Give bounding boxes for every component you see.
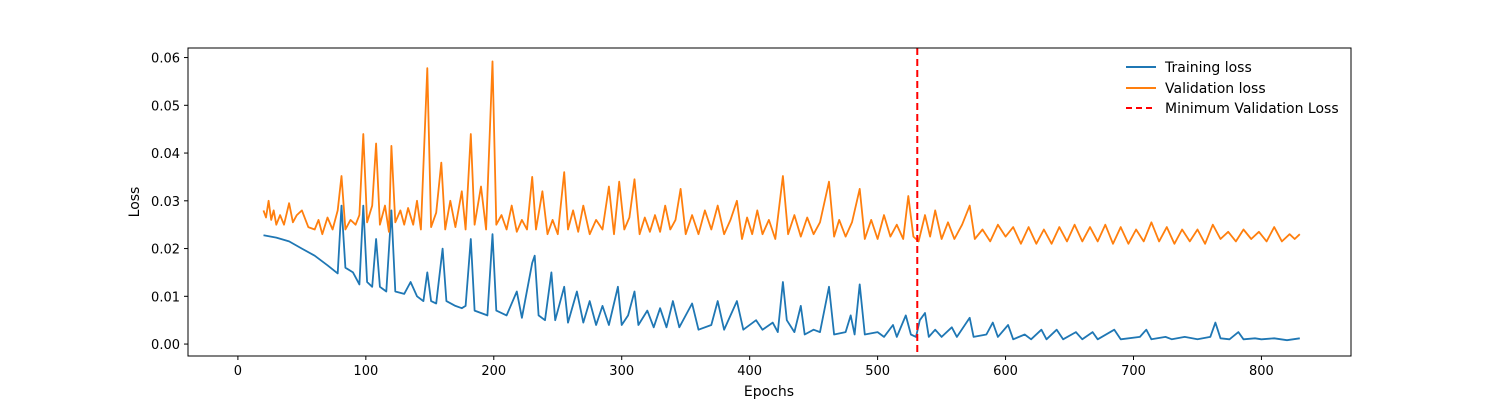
x-tick-label: 100: [353, 364, 378, 379]
x-tick-label: 700: [1121, 364, 1146, 379]
axes-frame: [187, 47, 1352, 357]
x-tick-label: 400: [737, 364, 762, 379]
y-tick-label: 0.00: [151, 338, 180, 353]
x-tick-label: 800: [1249, 364, 1274, 379]
y-tick-label: 0.03: [151, 195, 180, 210]
x-tick-label: 0: [234, 364, 242, 379]
y-tick-label: 0.06: [151, 52, 180, 67]
legend-label-minimum-validation-loss: Minimum Validation Loss: [1165, 101, 1339, 117]
y-tick-label: 0.04: [151, 147, 180, 162]
x-tick-label: 200: [481, 364, 506, 379]
y-axis-label: Loss: [127, 187, 143, 218]
training-loss-series: [263, 204, 1300, 342]
legend: Training loss Validation loss Minimum Va…: [1126, 60, 1339, 117]
y-tick-label: 0.05: [151, 99, 180, 114]
x-tick-label: 600: [993, 364, 1018, 379]
y-tick-label: 0.02: [151, 243, 180, 258]
x-axis-ticks: 0 100 200 300 400 500 600 700 800: [234, 356, 1274, 379]
y-tick-label: 0.01: [151, 290, 180, 305]
training-loss-line: [263, 204, 1300, 342]
legend-label-training-loss: Training loss: [1164, 60, 1252, 76]
x-tick-label: 500: [865, 364, 890, 379]
x-axis-label: Epochs: [744, 384, 794, 400]
validation-loss-line: [262, 60, 1301, 245]
x-tick-label: 300: [609, 364, 634, 379]
y-axis-ticks: 0.00 0.01 0.02 0.03 0.04 0.05 0.06: [151, 52, 188, 353]
legend-label-validation-loss: Validation loss: [1165, 81, 1266, 97]
validation-loss-series: [262, 60, 1301, 245]
